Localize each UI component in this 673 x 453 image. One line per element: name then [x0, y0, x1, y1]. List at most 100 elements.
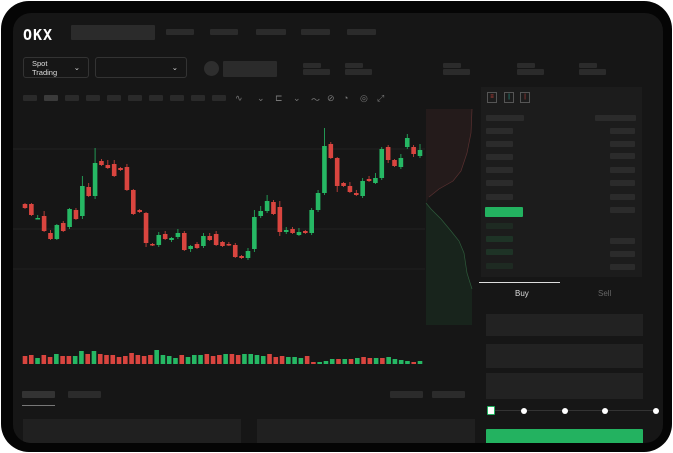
interval-button[interactable] — [44, 95, 58, 101]
volume-bar — [323, 361, 329, 364]
ask-row — [486, 180, 513, 186]
interval-button[interactable] — [86, 95, 100, 101]
candle-body — [392, 160, 397, 166]
volume-bar — [72, 356, 78, 364]
filter-button[interactable] — [390, 391, 423, 398]
candle — [207, 233, 213, 241]
ask-row — [610, 194, 635, 200]
volume-bar — [398, 360, 404, 364]
pair-selector[interactable]: ⌄ — [95, 57, 187, 78]
slider-stop-75[interactable] — [602, 408, 608, 414]
orderbook-asks-icon[interactable]: | — [520, 92, 530, 103]
line-icon[interactable]: 〜 — [311, 95, 321, 105]
candle-type-icon[interactable]: ⊏ — [275, 93, 283, 103]
candle-body — [213, 234, 219, 245]
nav-item[interactable] — [256, 29, 286, 35]
candle — [194, 242, 200, 249]
candle — [226, 242, 232, 246]
volume-bar — [417, 361, 423, 364]
buy-button[interactable] — [486, 429, 643, 443]
candle — [366, 176, 372, 182]
volume-bar — [173, 358, 178, 364]
candle-body — [290, 229, 295, 233]
candle-body — [315, 193, 321, 210]
volume-bar — [317, 362, 322, 364]
active-tab-indicator — [22, 405, 55, 406]
candle-body — [277, 207, 283, 232]
amount-input[interactable] — [486, 344, 643, 368]
slider-track[interactable] — [489, 410, 659, 411]
screenshot-icon[interactable]: ◔ — [343, 93, 349, 103]
candle — [392, 159, 397, 167]
chevron-down-icon[interactable]: ⌄ — [257, 93, 265, 103]
volume-bar — [242, 354, 247, 364]
candle — [290, 227, 295, 234]
orderbook-bids-icon[interactable]: | — [504, 92, 514, 103]
interval-button[interactable] — [212, 95, 226, 101]
candle — [188, 245, 193, 252]
ask-row — [486, 154, 513, 160]
candle — [303, 230, 308, 234]
settings-icon[interactable]: ◎ — [360, 93, 368, 103]
candle — [252, 210, 257, 252]
stat-label — [345, 63, 363, 68]
search-bar[interactable] — [71, 25, 155, 40]
nav-item[interactable] — [210, 29, 238, 35]
slider-handle[interactable] — [487, 406, 495, 415]
candle-body — [48, 233, 53, 239]
interval-button[interactable] — [107, 95, 121, 101]
stat-label — [303, 63, 321, 68]
tab-buy[interactable]: Buy — [515, 289, 529, 298]
ruler-icon[interactable]: ⊘ — [327, 93, 335, 103]
volume-bar — [97, 354, 103, 364]
candle-body — [156, 235, 162, 245]
tab-open-orders[interactable] — [22, 391, 55, 398]
nav-item[interactable] — [347, 29, 376, 35]
volume-bar — [22, 356, 28, 364]
candle — [398, 154, 404, 169]
ask-row — [610, 128, 635, 134]
candle — [220, 241, 225, 247]
interval-button[interactable] — [65, 95, 79, 101]
candle — [99, 159, 104, 166]
tab-order-history[interactable] — [68, 391, 101, 398]
candle-body — [35, 218, 41, 220]
price-input[interactable] — [486, 314, 643, 336]
volume-bar — [373, 358, 379, 364]
filter-button[interactable] — [432, 391, 465, 398]
chevron-down-icon[interactable]: ⌄ — [293, 93, 301, 103]
fullscreen-icon[interactable]: ⤢ — [377, 93, 385, 103]
volume-bar — [405, 361, 410, 364]
market-selector[interactable]: Spot Trading ⌄ — [23, 57, 89, 78]
candle — [322, 128, 327, 195]
indicator-icon[interactable]: ∿ — [235, 93, 243, 103]
slider-stop-100[interactable] — [653, 408, 659, 414]
price-chart[interactable] — [13, 13, 663, 443]
candle-body — [226, 244, 232, 246]
candle — [315, 190, 321, 212]
candle — [239, 255, 244, 259]
candle — [181, 231, 187, 251]
interval-button[interactable] — [149, 95, 163, 101]
slider-stop-50[interactable] — [562, 408, 568, 414]
interval-button[interactable] — [23, 95, 37, 101]
interval-button[interactable] — [170, 95, 184, 101]
interval-button[interactable] — [191, 95, 205, 101]
nav-item[interactable] — [301, 29, 330, 35]
candle — [105, 160, 111, 169]
chevron-down-icon: ⌄ — [73, 63, 80, 72]
nav-item[interactable] — [166, 29, 194, 35]
candle-body — [334, 158, 340, 186]
slider-stop-25[interactable] — [521, 408, 527, 414]
stat-label — [579, 63, 597, 68]
orderbook-both-icon[interactable]: ≡ — [487, 92, 497, 103]
interval-button[interactable] — [128, 95, 142, 101]
candle — [54, 224, 60, 240]
tab-sell[interactable]: Sell — [598, 289, 612, 298]
total-input[interactable] — [486, 373, 643, 399]
candle-body — [385, 147, 391, 160]
volume-bar — [28, 355, 34, 364]
volume-bar — [411, 362, 417, 364]
volume-bar — [47, 357, 53, 364]
volume-bar — [355, 358, 360, 364]
